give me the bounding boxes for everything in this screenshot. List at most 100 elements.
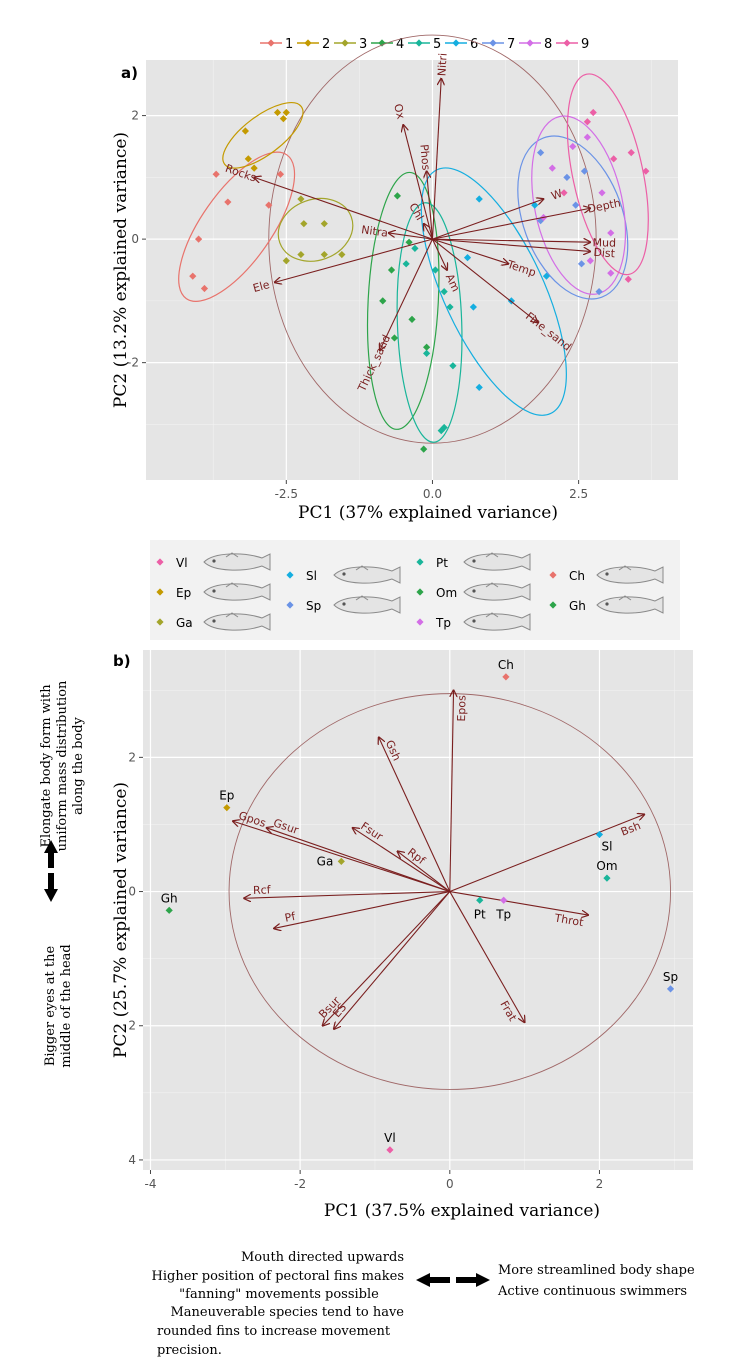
- arrow-Chl: [424, 224, 433, 240]
- legend-key-3: [341, 39, 349, 47]
- x-tick-label: 0.0: [423, 487, 442, 501]
- panel-a-correlation-circle: [268, 34, 597, 444]
- annotation-bottom-left-line-3: "fanning" movements possible: [179, 1287, 379, 1302]
- ellipse-group-3: [277, 197, 354, 262]
- point-group-5: [411, 244, 419, 252]
- point-group-8: [548, 164, 556, 172]
- correlation-circle: [268, 34, 597, 444]
- arrow-Rcf: [244, 890, 450, 899]
- x-tick-label: -4: [144, 1177, 156, 1191]
- arrow-Dist: [432, 238, 590, 251]
- point-group-8: [598, 189, 606, 197]
- legend-label-4: 4: [396, 37, 404, 52]
- arrow-Thick_sand: [380, 238, 433, 350]
- arrow-Depth: [432, 208, 590, 240]
- panel-a-points: [189, 108, 650, 453]
- point-group-4: [390, 334, 399, 342]
- point-group-9: [583, 118, 591, 126]
- point-group-9: [624, 275, 632, 283]
- species-point-Om: [603, 874, 611, 882]
- arrow-label-Epos: Epos: [455, 695, 468, 722]
- point-group-1: [276, 170, 285, 178]
- point-group-2: [282, 108, 290, 117]
- point-group-7: [572, 201, 580, 209]
- x-tick-label: 0: [446, 1177, 454, 1191]
- annotation-left-up-line-1: Elongate body form with: [39, 684, 54, 848]
- arrow-Gpos: [233, 821, 450, 893]
- legend-label-9: 9: [581, 37, 589, 52]
- species-point-Ep: [223, 804, 231, 812]
- side-annotations: Elongate body form with uniform mass dis…: [39, 680, 695, 1358]
- arrow-Phos: [427, 171, 434, 240]
- arrow-Gsh: [379, 737, 451, 892]
- point-group-3: [282, 257, 290, 265]
- point-group-4: [393, 192, 401, 200]
- panel-b-x-axis-title: PC1 (37.5% explained variance): [324, 1201, 600, 1221]
- panel-a-y-ticks: 2 0 -2: [127, 109, 146, 370]
- legend-key-7: [489, 39, 497, 47]
- point-group-3: [338, 250, 346, 259]
- point-group-9: [627, 149, 635, 157]
- arrow-Frat: [449, 891, 525, 1023]
- species-label-Sp: Sp: [663, 970, 678, 984]
- arrow-W: [432, 199, 543, 240]
- arrow-label-Rcf: Rcf: [253, 883, 272, 897]
- ellipse-group-8: [531, 115, 627, 295]
- y-tick-label: 0: [131, 232, 139, 246]
- point-group-7: [580, 167, 589, 175]
- legend-key-1: [267, 39, 275, 47]
- point-group-9: [589, 108, 597, 117]
- x-tick-label: 2: [596, 1177, 604, 1191]
- species-code-Ga: Ga: [176, 616, 193, 630]
- point-group-2: [279, 115, 287, 123]
- point-group-6: [475, 195, 483, 203]
- point-group-7: [577, 260, 586, 268]
- point-group-3: [297, 250, 305, 259]
- arrow-label-Nitra: Nitra: [360, 223, 388, 240]
- point-group-9: [560, 189, 568, 197]
- annotation-left-down-line-2: middle of the head: [59, 944, 74, 1067]
- annotation-left-up-line-3: along the body: [71, 716, 86, 814]
- arrow-label-Nitri: Nitri: [435, 53, 449, 77]
- arrow-Fine_sand: [432, 238, 537, 322]
- legend-label-2: 2: [322, 37, 330, 52]
- species-code-Sl: Sl: [306, 569, 317, 583]
- species-code-Pt: Pt: [436, 556, 448, 570]
- arrow-label-Ele: Ele: [251, 278, 271, 295]
- species-label-Pt: Pt: [474, 907, 486, 921]
- species-label-Sl: Sl: [601, 840, 612, 854]
- ellipse-group-1: [178, 151, 296, 302]
- point-group-5: [423, 349, 431, 357]
- species-label-Ep: Ep: [219, 789, 234, 803]
- point-group-2: [241, 127, 249, 135]
- species-key-Sl: [286, 571, 294, 579]
- arrow-label-Ox: Ox: [391, 102, 407, 120]
- point-group-8: [586, 257, 594, 265]
- species-code-Sp: Sp: [306, 599, 321, 613]
- y-tick-label: 2: [128, 1019, 136, 1033]
- annotation-bottom-left-line-1: Mouth directed upwards: [241, 1250, 404, 1265]
- y-tick-label: 0: [128, 885, 136, 899]
- arrow-label-Mud: Mud: [592, 236, 616, 249]
- point-group-6: [507, 297, 515, 305]
- point-group-4: [387, 266, 396, 274]
- panel-a-plot-area: [146, 60, 678, 480]
- species-code-Ch: Ch: [569, 569, 585, 583]
- species-code-Vl: Vl: [176, 556, 188, 570]
- arrow-Epos: [449, 690, 454, 892]
- y-tick-label: 2: [131, 109, 139, 123]
- arrow-Rocks: [254, 177, 433, 240]
- arrow-Ox: [403, 125, 433, 240]
- species-point-Ga: [337, 857, 345, 865]
- species-key-Tp: [416, 618, 424, 626]
- species-label-Vl: Vl: [384, 1131, 396, 1145]
- x-tick-label: -2.5: [275, 487, 298, 501]
- point-group-5: [431, 266, 439, 274]
- point-group-8: [583, 133, 591, 141]
- point-group-4: [423, 343, 431, 351]
- point-group-2: [250, 164, 258, 172]
- ellipse-group-9: [566, 73, 649, 276]
- arrow-Fsur: [353, 828, 451, 893]
- panel-a-ellipses: [178, 73, 649, 443]
